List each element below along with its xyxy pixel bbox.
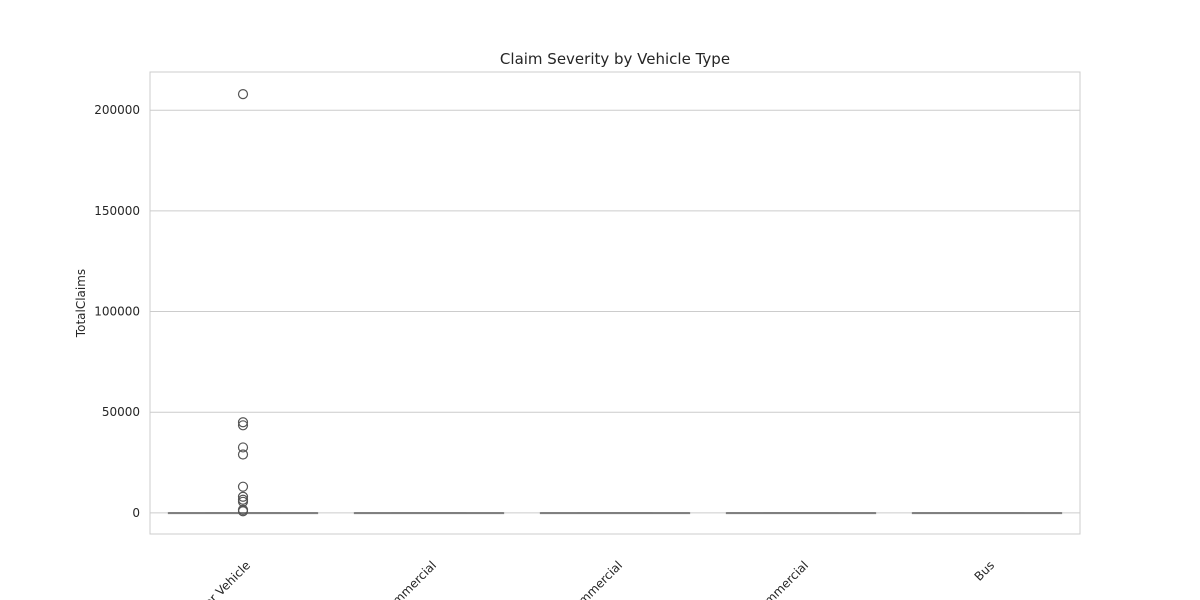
outlier-point bbox=[237, 449, 249, 460]
box-4 bbox=[911, 512, 1063, 515]
box-0 bbox=[167, 89, 319, 517]
x-tick-label: Bus bbox=[972, 558, 998, 584]
outlier-point bbox=[237, 420, 249, 431]
y-axis: 0 50000 100000 150000 200000 bbox=[94, 103, 140, 520]
plot-frame bbox=[149, 71, 1081, 535]
box-1 bbox=[353, 512, 505, 515]
box-2 bbox=[539, 512, 691, 515]
x-tick-label: Commercial bbox=[378, 558, 439, 600]
outlier-point bbox=[237, 481, 249, 492]
x-tick-label: Commercial bbox=[564, 558, 625, 600]
y-tick-label: 100000 bbox=[94, 305, 140, 319]
y-tick-label: 50000 bbox=[102, 405, 140, 419]
box-3 bbox=[725, 512, 877, 515]
outlier-point bbox=[237, 506, 249, 517]
y-tick-label: 150000 bbox=[94, 204, 140, 218]
x-tick-label: nger Vehicle bbox=[191, 558, 253, 600]
y-axis-label: TotalClaims bbox=[74, 269, 88, 338]
y-tick-label: 0 bbox=[132, 506, 140, 520]
x-axis: nger Vehicle Commercial Commercial Commerci… bbox=[191, 558, 997, 600]
x-tick-label: Commercial bbox=[750, 558, 811, 600]
y-tick-label: 200000 bbox=[94, 103, 140, 117]
outlier-point bbox=[237, 417, 249, 428]
outlier-point bbox=[237, 491, 249, 502]
chart-title: Claim Severity by Vehicle Type bbox=[500, 50, 730, 68]
grid-layer bbox=[150, 109, 1080, 514]
boxes-layer bbox=[167, 89, 1063, 517]
outlier-point bbox=[237, 442, 249, 453]
outlier-point bbox=[237, 89, 249, 100]
